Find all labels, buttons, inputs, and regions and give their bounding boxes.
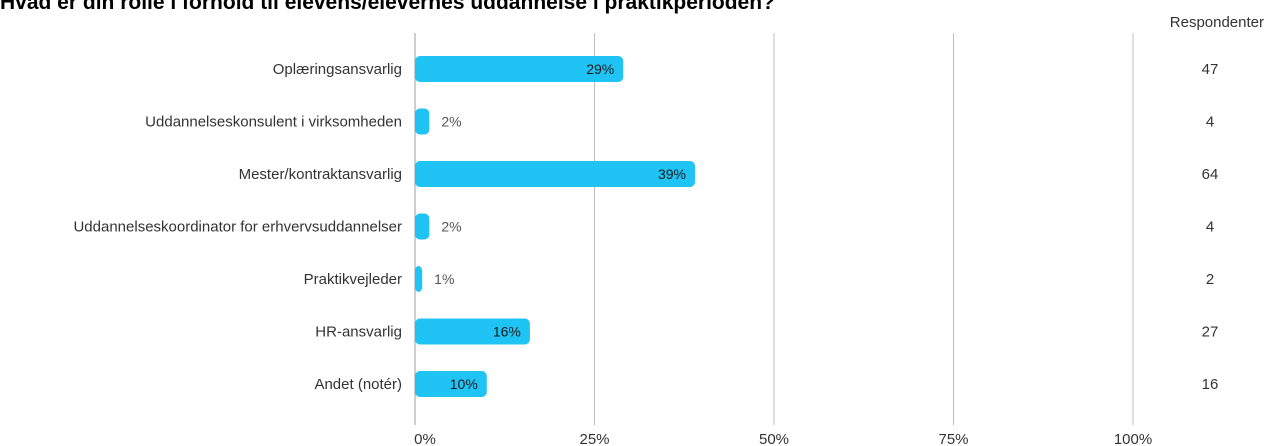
- chart-title: Hvad er din rolle i forhold til elevens/…: [0, 0, 775, 14]
- bar: [415, 318, 530, 345]
- category-label: HR-ansvarlig: [315, 324, 402, 341]
- x-tick-label: 0%: [414, 431, 436, 446]
- bar-value-label: 2%: [441, 114, 461, 130]
- bar-value-label: 1%: [434, 271, 454, 287]
- x-tick-label: 25%: [579, 431, 609, 446]
- bar-value-label: 16%: [493, 324, 521, 340]
- x-tick-label: 100%: [1114, 431, 1152, 446]
- respondent-count: 4: [1206, 219, 1214, 236]
- x-tick-label: 50%: [759, 431, 789, 446]
- respondent-count: 2: [1206, 271, 1214, 288]
- respondent-count: 27: [1202, 324, 1219, 341]
- bar-value-label: 2%: [441, 219, 461, 235]
- category-label: Uddannelseskoordinator for erhvervsuddan…: [73, 219, 402, 236]
- bar: [415, 161, 696, 187]
- respondents-header: Respondenter: [1169, 14, 1264, 31]
- category-label: Mester/kontraktansvarlig: [239, 166, 402, 183]
- category-label: Oplæringsansvarlig: [273, 61, 402, 78]
- x-tick-label: 75%: [938, 431, 968, 446]
- respondent-count: 4: [1206, 114, 1214, 131]
- bar: [415, 56, 624, 82]
- bar: [415, 213, 430, 240]
- bar: [415, 108, 430, 135]
- respondent-count: 47: [1202, 61, 1219, 78]
- category-label: Andet (notér): [314, 376, 402, 393]
- bar: [415, 266, 423, 292]
- bar-value-label: 10%: [450, 376, 478, 392]
- category-label: Praktikvejleder: [304, 271, 402, 288]
- respondent-count: 16: [1202, 376, 1219, 393]
- category-label: Uddannelseskonsulent i virksomheden: [145, 114, 402, 131]
- respondent-count: 64: [1202, 166, 1219, 183]
- bar-value-label: 39%: [658, 166, 686, 182]
- bar-value-label: 29%: [586, 61, 614, 77]
- bar: [415, 371, 487, 397]
